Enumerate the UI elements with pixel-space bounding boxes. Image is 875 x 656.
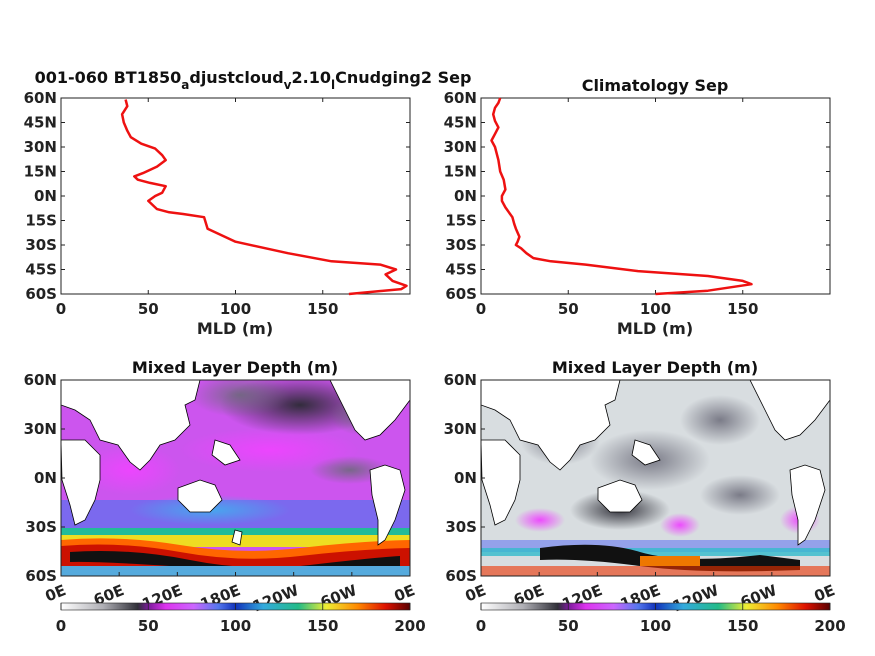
y-tick-label: 30S xyxy=(445,236,477,254)
profile-panel-right: Climatology Sep 60N45N30N15N0N15S30S45S6… xyxy=(444,76,831,338)
x-tick-label: 150 xyxy=(727,300,758,318)
y-tick-label: 30S xyxy=(25,236,57,254)
map-y-tick-label: 60S xyxy=(25,567,57,585)
map-left-title: Mixed Layer Depth (m) xyxy=(132,358,338,377)
colorbar-tick-label: 150 xyxy=(307,617,338,635)
colorbar-tick-label: 100 xyxy=(640,617,671,635)
profile-right-y-ticks: 60N 45N 30N 15N 0N 15S 30S 45S 60S xyxy=(444,89,830,303)
colorbar-tick-label: 100 xyxy=(220,617,251,635)
y-tick-label: 60N xyxy=(24,89,57,107)
y-tick-label: 45S xyxy=(25,261,57,279)
x-tick-label: 150 xyxy=(307,300,338,318)
map-y-tick-label: 0N xyxy=(34,469,57,487)
map-x-tick-label: 120W xyxy=(670,581,722,616)
map-x-tick-label: 0E xyxy=(812,581,838,605)
profile-right-x-ticks: 0 50 100 150 xyxy=(476,98,758,318)
profile-left-y-ticks: 60N 45N 30N 15N 0N 15S 30S 45S 60S xyxy=(24,89,410,303)
y-tick-label: 15N xyxy=(444,163,477,181)
x-tick-label: 100 xyxy=(640,300,671,318)
profile-left-axes xyxy=(60,97,411,295)
profile-right-series-line xyxy=(490,97,753,296)
colorbar-tick-label: 200 xyxy=(394,617,425,635)
y-tick-label: 45N xyxy=(24,114,57,132)
y-tick-label: 60N xyxy=(444,89,477,107)
x-tick-label: 0 xyxy=(56,300,66,318)
profile-right-axes xyxy=(480,97,831,295)
colorbar-tick-label: 0 xyxy=(56,617,66,635)
profile-left-xlabel: MLD (m) xyxy=(197,319,273,338)
map-y-tick-label: 30N xyxy=(24,420,57,438)
profile-right-xlabel: MLD (m) xyxy=(617,319,693,338)
map-left-field xyxy=(61,380,410,576)
map-y-tick-label: 60S xyxy=(445,567,477,585)
x-tick-label: 50 xyxy=(138,300,159,318)
map-y-tick-label: 60N xyxy=(24,371,57,389)
y-tick-label: 60S xyxy=(445,285,477,303)
map-y-tick-label: 0N xyxy=(454,469,477,487)
map-panel-right: Mixed Layer Depth (m) xyxy=(444,358,846,635)
map-x-tick-label: 120W xyxy=(250,581,302,616)
y-tick-label: 45N xyxy=(444,114,477,132)
map-y-tick-label: 30S xyxy=(25,518,57,536)
y-tick-label: 30N xyxy=(24,138,57,156)
colorbar-tick-label: 50 xyxy=(138,617,159,635)
profile-left-title: 001-060 BT1850adjustcloudv2.10lCnudging2… xyxy=(35,68,472,92)
profile-left-x-ticks: 0 50 100 150 xyxy=(56,98,338,318)
y-tick-label: 0N xyxy=(454,187,477,205)
profile-left-series-line xyxy=(120,99,408,296)
colorbar-tick-label: 50 xyxy=(558,617,579,635)
x-tick-label: 100 xyxy=(220,300,251,318)
map-right-title: Mixed Layer Depth (m) xyxy=(552,358,758,377)
map-x-tick-label: 0E xyxy=(392,581,418,605)
y-tick-label: 15S xyxy=(445,212,477,230)
colorbar-tick-label: 200 xyxy=(814,617,845,635)
colorbar-left-ticks: 0 50 100 150 200 xyxy=(56,603,426,635)
y-tick-label: 15N xyxy=(24,163,57,181)
map-y-tick-label: 30S xyxy=(445,518,477,536)
y-tick-label: 45S xyxy=(445,261,477,279)
colorbar-tick-label: 150 xyxy=(727,617,758,635)
y-tick-label: 60S xyxy=(25,285,57,303)
map-panel-left: Mixed Layer Depth (m) xyxy=(24,358,426,635)
y-tick-label: 0N xyxy=(34,187,57,205)
map-y-tick-label: 60N xyxy=(444,371,477,389)
map-right-y-ticks: 60N 30N 0N 30S 60S xyxy=(444,371,485,585)
y-tick-label: 30N xyxy=(444,138,477,156)
profile-panel-left: 001-060 BT1850adjustcloudv2.10lCnudging2… xyxy=(24,68,472,338)
map-left-y-ticks: 60N 30N 0N 30S 60S xyxy=(24,371,65,585)
map-y-tick-label: 30N xyxy=(444,420,477,438)
x-tick-label: 50 xyxy=(558,300,579,318)
y-tick-label: 15S xyxy=(25,212,57,230)
colorbar-tick-label: 0 xyxy=(476,617,486,635)
map-right-land xyxy=(481,380,830,546)
map-left-land xyxy=(61,380,410,546)
profile-right-title: Climatology Sep xyxy=(582,76,729,95)
x-tick-label: 0 xyxy=(476,300,486,318)
map-right-field xyxy=(481,380,830,576)
colorbar-right-ticks: 0 50 100 150 200 xyxy=(476,603,846,635)
